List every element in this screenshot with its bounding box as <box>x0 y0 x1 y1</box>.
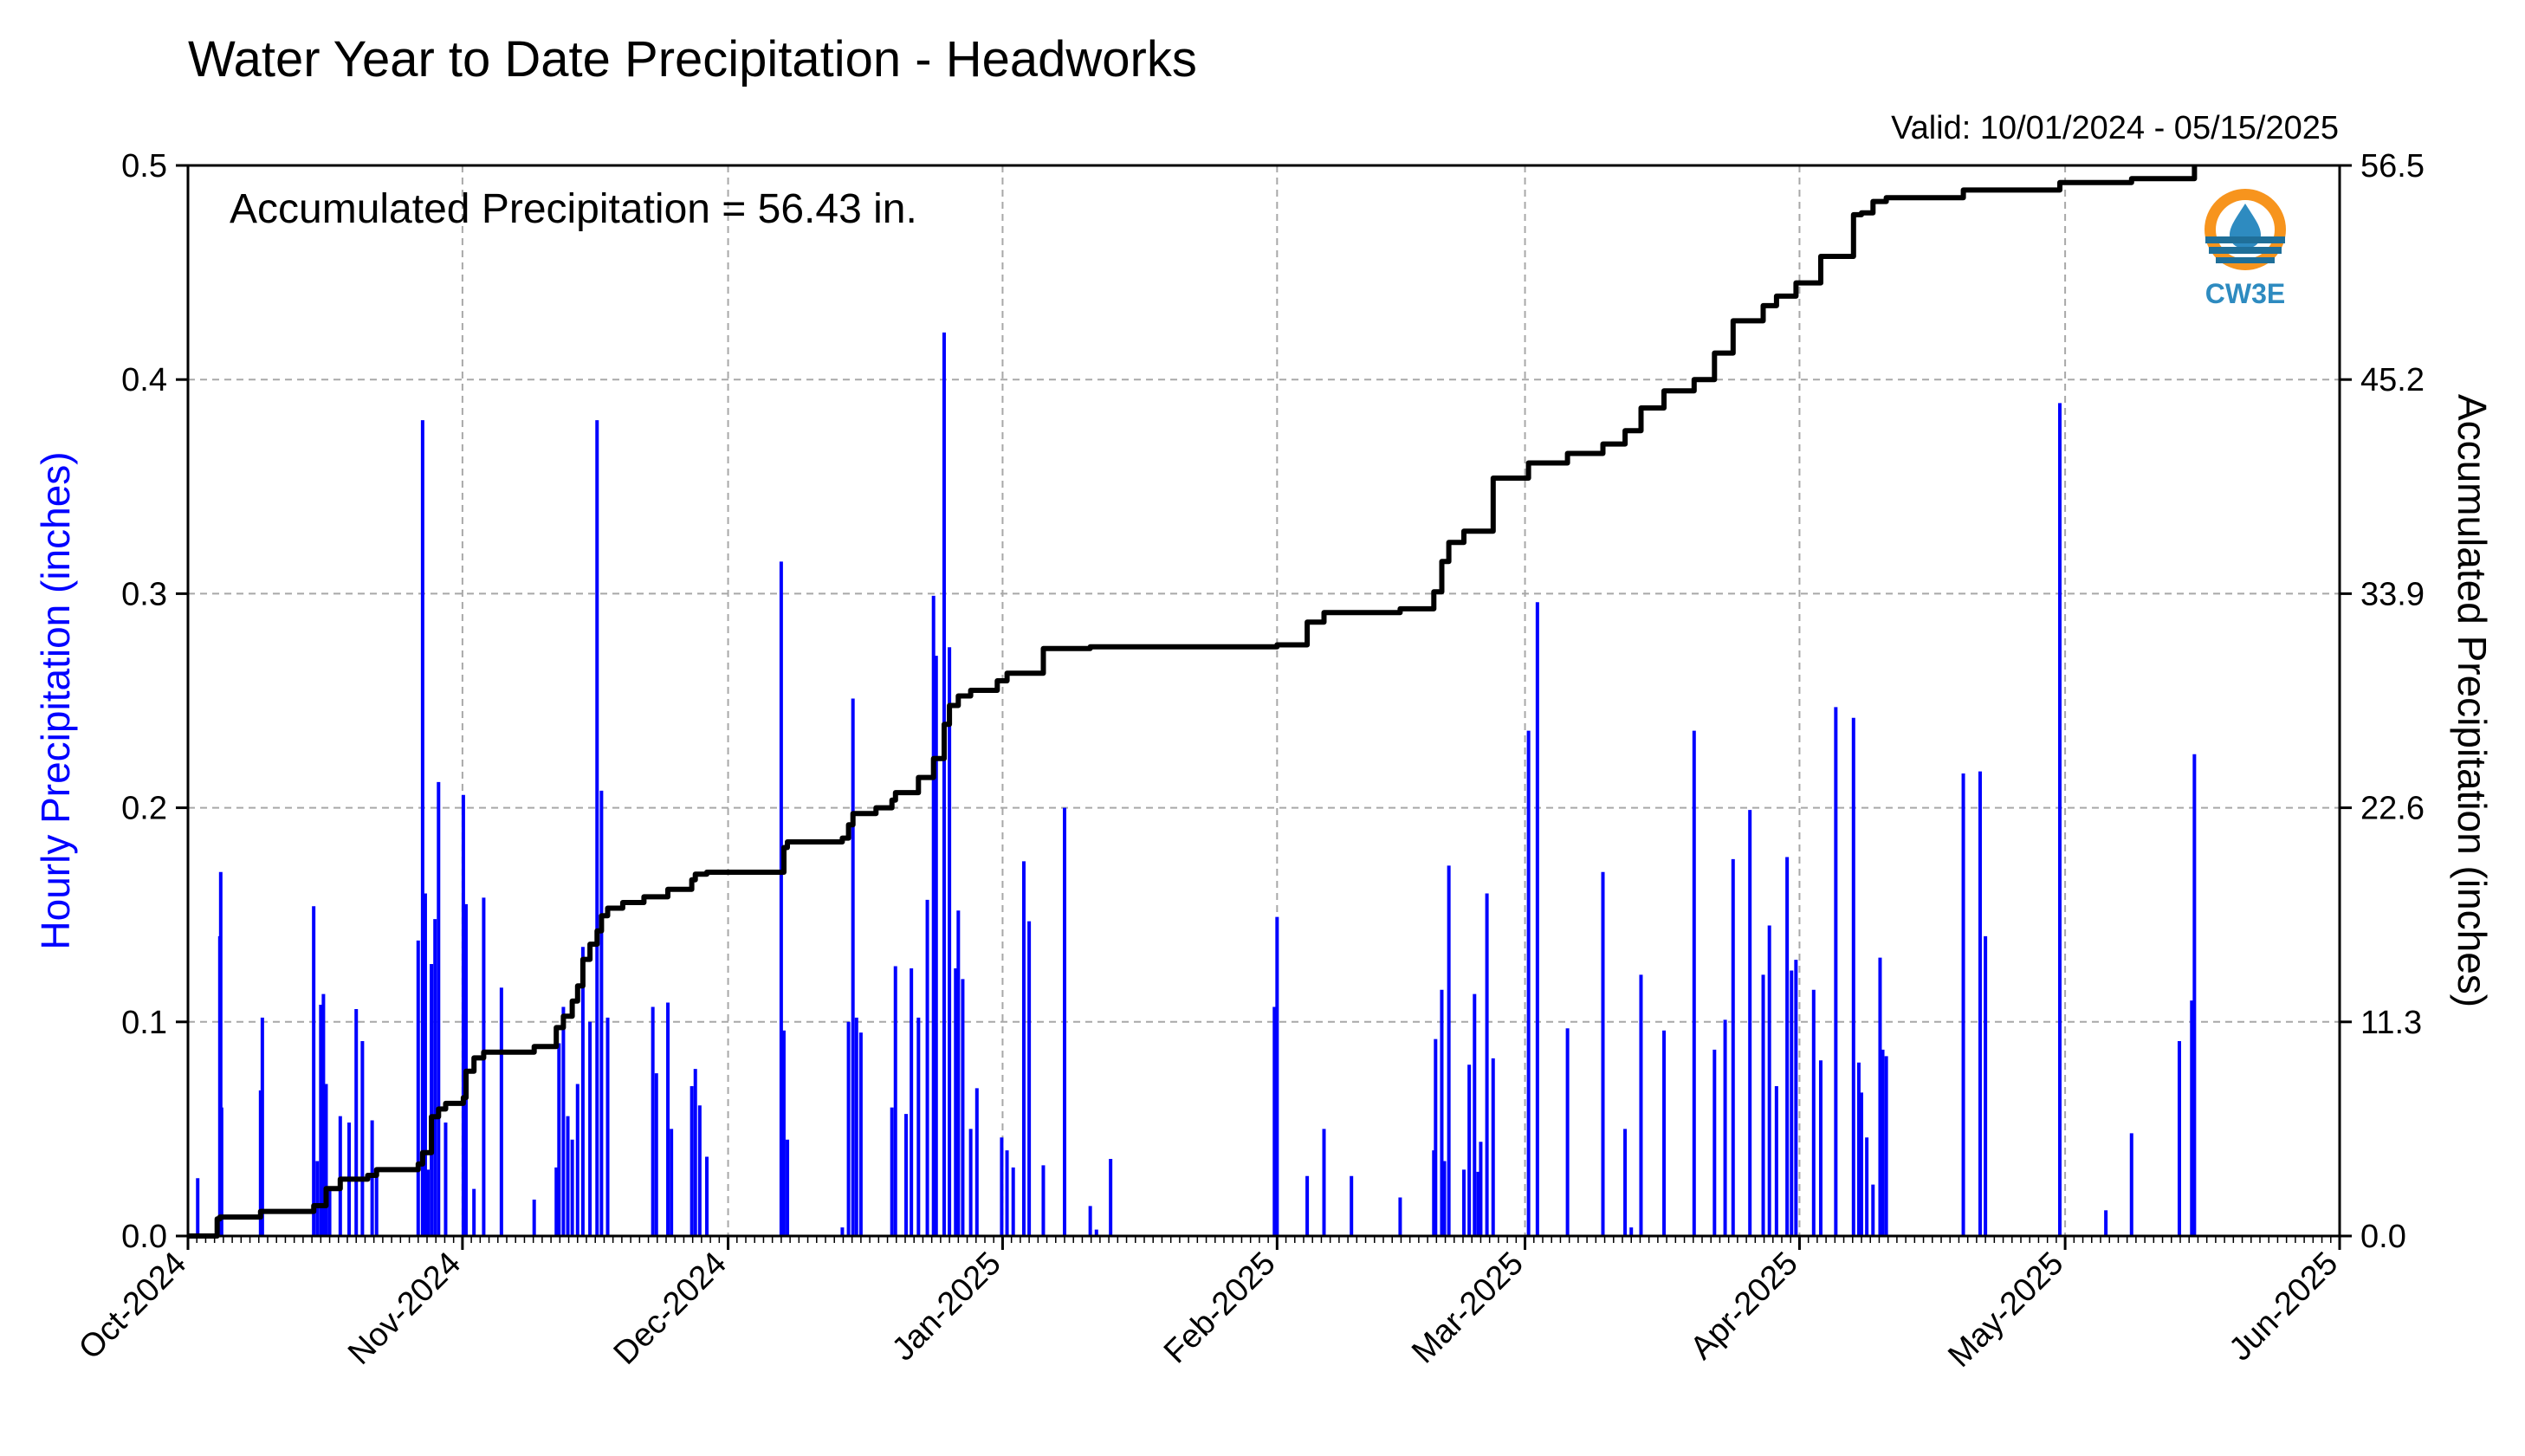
valid-date-range: Valid: 10/01/2024 - 05/15/2025 <box>1891 110 2339 146</box>
logo-wave-1 <box>2205 236 2285 243</box>
left-axis-ticks: 0.0 0.1 0.2 0.3 0.4 0.5 <box>121 148 188 1255</box>
plot-frame <box>186 164 2341 1238</box>
left-tick-label: 0.4 <box>121 362 167 398</box>
right-tick-label: 33.9 <box>2360 576 2425 612</box>
accumulated-line-layer <box>188 166 2198 1239</box>
right-tick-label: 11.3 <box>2360 1005 2422 1041</box>
grid-layer <box>188 165 2340 1236</box>
x-tick-label: May-2025 <box>1941 1246 2070 1375</box>
x-tick-label: Feb-2025 <box>1157 1246 1283 1371</box>
right-axis-ticks: 0.0 11.3 22.6 33.9 45.2 56.5 <box>2340 148 2425 1255</box>
x-tick-label: Jun-2025 <box>2223 1246 2346 1369</box>
right-tick-label: 45.2 <box>2360 362 2425 398</box>
hourly-bars <box>196 332 2197 1236</box>
right-tick-label: 22.6 <box>2360 791 2425 827</box>
left-tick-label: 0.0 <box>121 1219 167 1255</box>
x-tick-label: Jan-2025 <box>885 1246 1008 1369</box>
x-tick-label: Dec-2024 <box>607 1246 734 1372</box>
left-tick-label: 0.2 <box>121 791 167 827</box>
left-tick-label: 0.5 <box>121 148 167 184</box>
left-tick-label: 0.3 <box>121 576 167 612</box>
accumulated-annotation: Accumulated Precipitation = 56.43 in. <box>230 186 917 232</box>
right-axis-label: Accumulated Precipitation (inches) <box>2450 394 2495 1007</box>
left-tick-label: 0.1 <box>121 1005 167 1041</box>
cw3e-logo: CW3E <box>2205 189 2286 309</box>
x-axis-ticks: Oct-2024 Nov-2024 Dec-2024 Jan-2025 Feb-2025… <box>72 1236 2345 1375</box>
logo-text: CW3E <box>2205 278 2285 309</box>
x-axis-minor-ticks <box>187 1236 2340 1243</box>
x-tick-label: Nov-2024 <box>341 1246 468 1372</box>
chart-title: Water Year to Date Precipitation - Headw… <box>188 31 1197 87</box>
logo-wave-3 <box>2216 257 2275 263</box>
left-axis-label: Hourly Precipitation (inches) <box>33 451 78 949</box>
x-tick-label: Oct-2024 <box>72 1246 193 1367</box>
x-tick-label: Apr-2025 <box>1684 1246 1805 1367</box>
logo-wave-2 <box>2209 247 2282 254</box>
x-tick-label: Mar-2025 <box>1405 1246 1531 1371</box>
accumulated-line <box>188 166 2198 1239</box>
right-tick-label: 0.0 <box>2360 1219 2406 1255</box>
right-tick-label: 56.5 <box>2360 148 2425 184</box>
